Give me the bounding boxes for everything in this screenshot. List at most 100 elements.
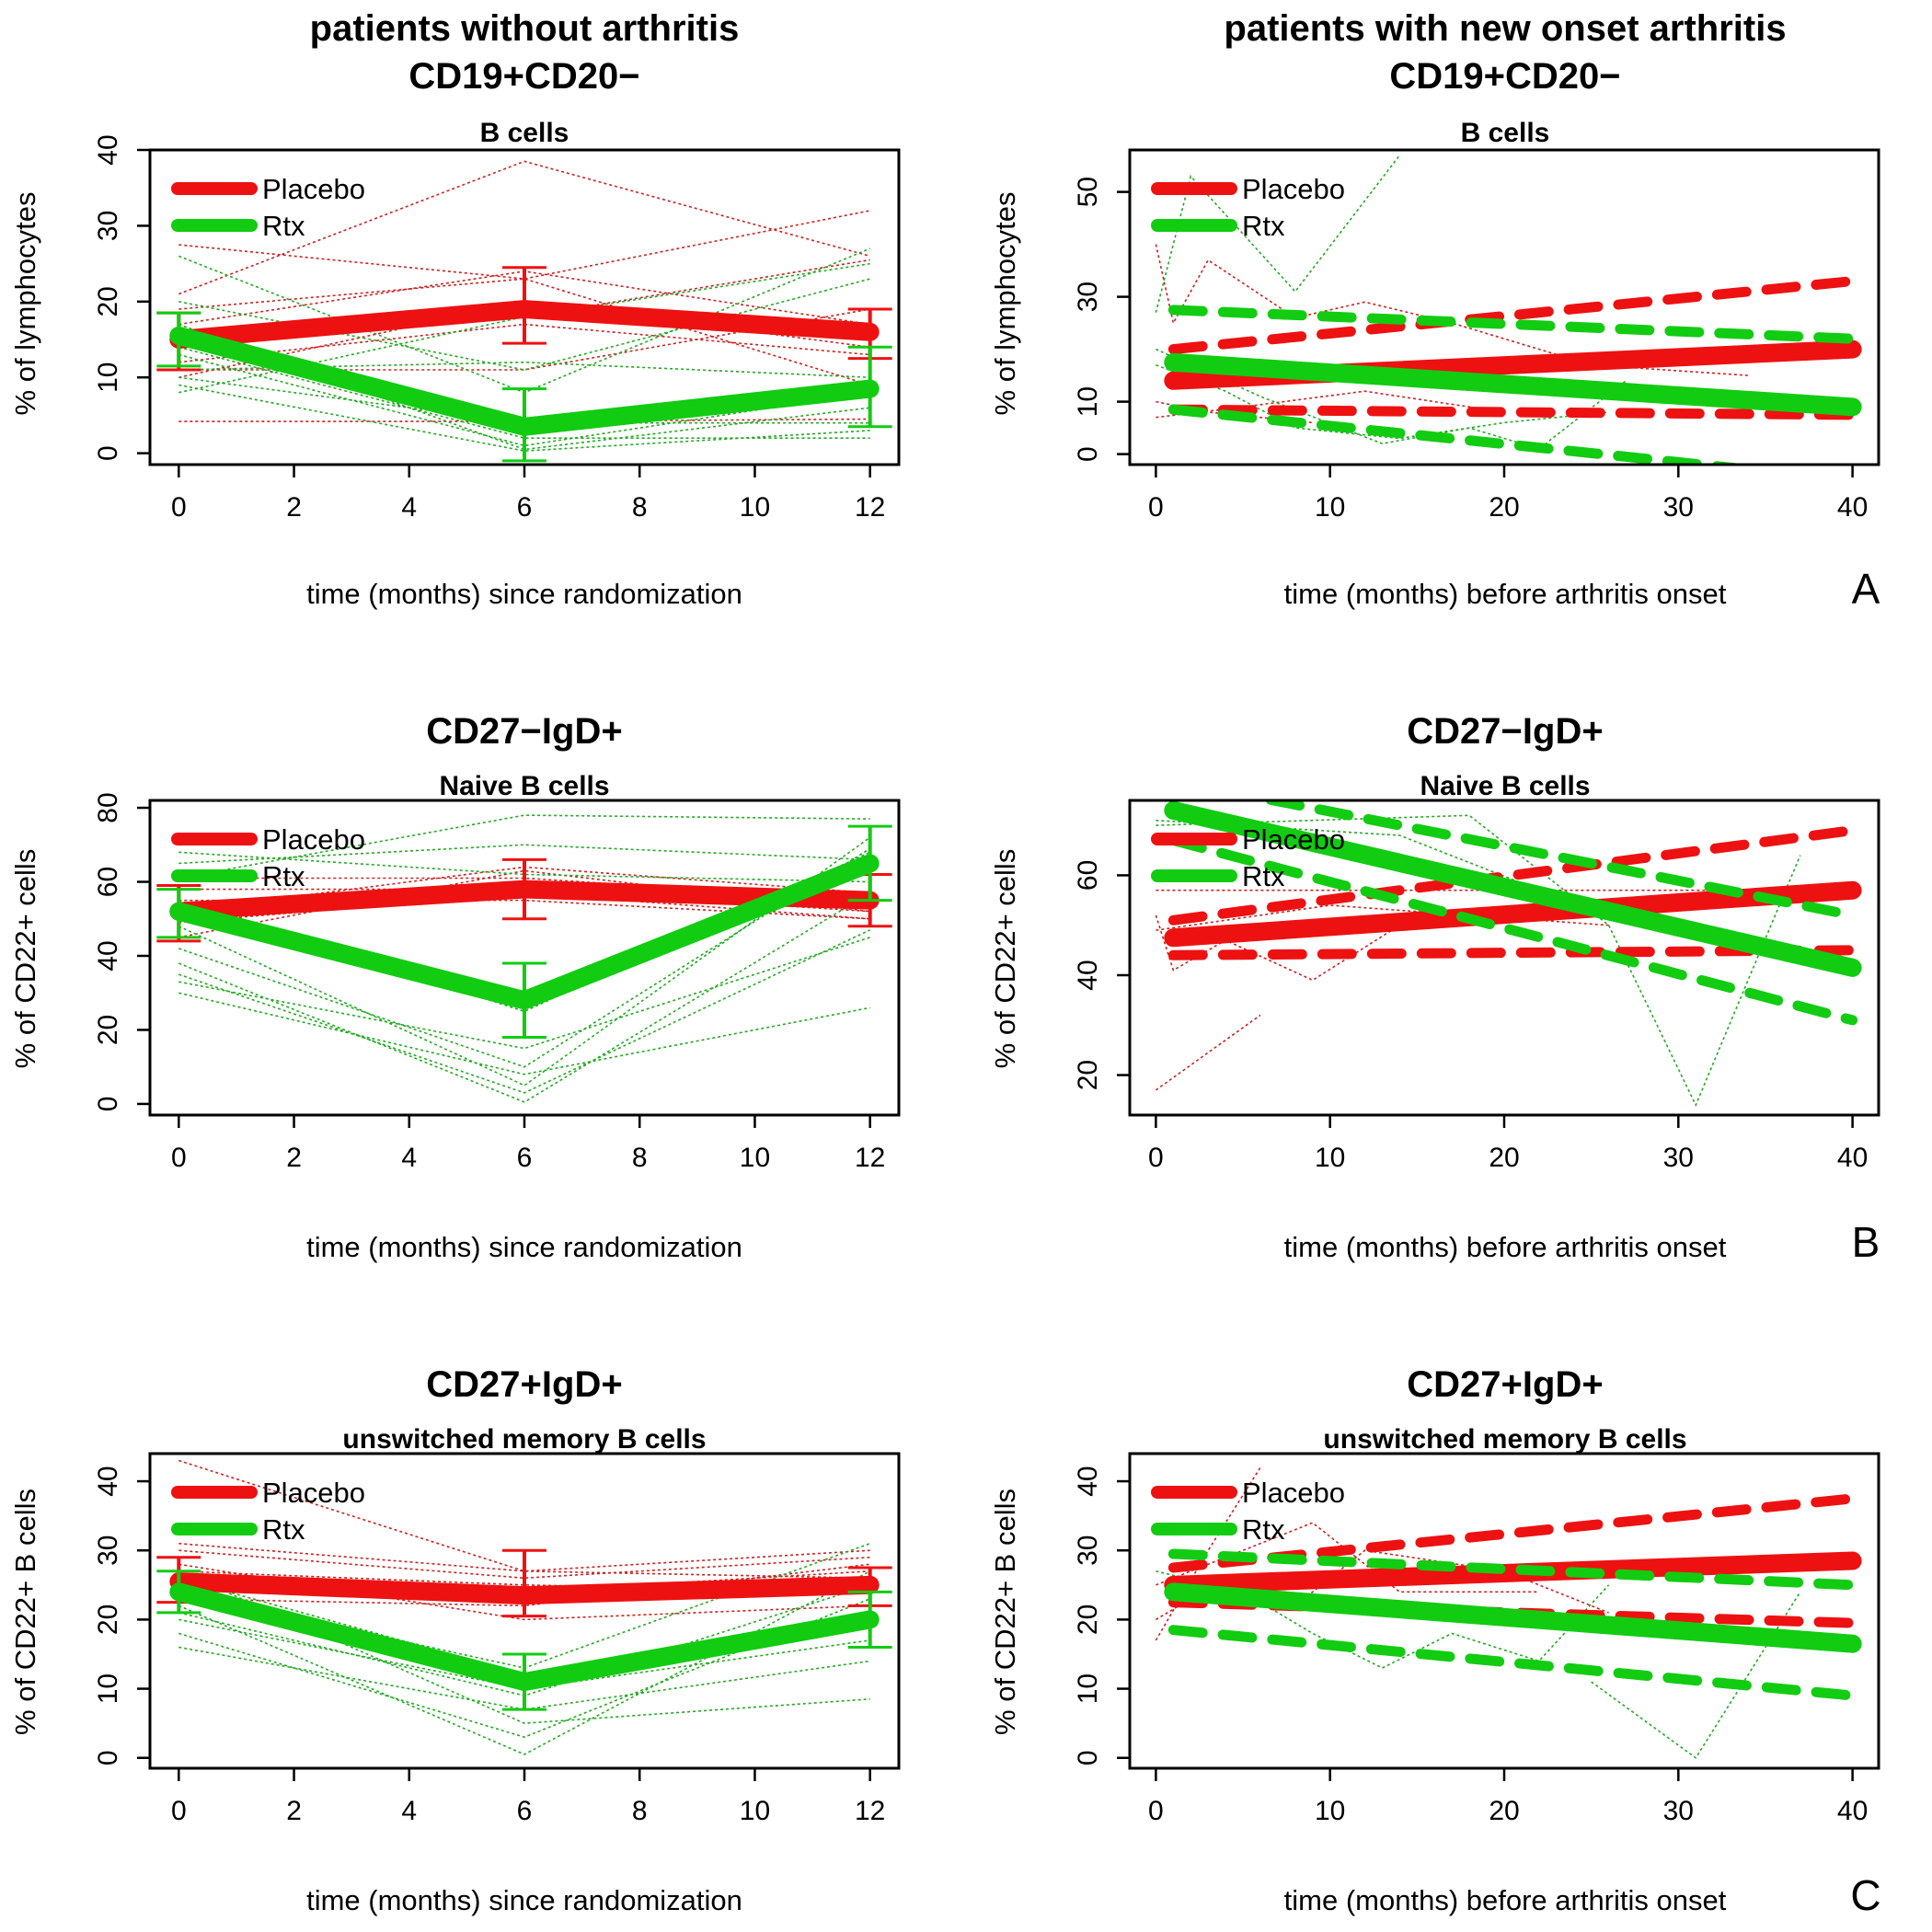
- panel-subtitle: Naive B cells: [1420, 771, 1590, 801]
- individual-trajectory-rtx: [178, 851, 870, 883]
- x-tick-label: 10: [740, 492, 770, 523]
- placebo-ci-lower: [1167, 404, 1858, 420]
- placebo-series-line: [1164, 880, 1862, 948]
- y-tick-label: 0: [93, 1097, 123, 1112]
- y-tick-label: 40: [93, 940, 123, 971]
- x-axis-label: time (months) before arthritis onset: [1284, 1884, 1727, 1916]
- legend-label-placebo: Placebo: [1242, 823, 1345, 856]
- y-tick-label: 30: [1073, 1535, 1103, 1566]
- data-layer: [1155, 800, 1862, 1108]
- x-tick-label: 8: [632, 1796, 648, 1826]
- rtx-series-line: [1164, 352, 1862, 417]
- x-axis-label: time (months) since randomization: [306, 1884, 742, 1916]
- rtx-ci-upper: [1248, 800, 1858, 921]
- individual-trajectory-placebo: [178, 259, 870, 340]
- x-tick-label: 40: [1837, 1796, 1868, 1826]
- x-tick-label: 0: [171, 1143, 187, 1173]
- panel-b-right: CD27−IgD+ Naive B cells time (months) be…: [989, 711, 1880, 1266]
- y-tick-label: 40: [93, 1466, 123, 1496]
- rtx-series-line: [1164, 800, 1862, 977]
- y-tick-label: 20: [93, 1015, 123, 1045]
- x-tick-label: 20: [1489, 492, 1519, 523]
- panel-c-right: CD27+IgD+ unswitched memory B cells time…: [989, 1364, 1881, 1919]
- panel-a-right: patients with new onset arthritis CD19+C…: [989, 8, 1880, 613]
- individual-trajectory-placebo: [178, 160, 870, 295]
- panel-b-left: CD27−IgD+ Naive B cells time (months) si…: [9, 711, 901, 1263]
- y-tick-label: 20: [93, 1604, 123, 1635]
- x-tick-label: 12: [855, 492, 885, 523]
- plot-area: 0 2 4 6 8 10 12 0 10 20 30 40 Placebo Rtx: [93, 134, 901, 523]
- rtx-ci-lower: [1167, 1625, 1858, 1701]
- y-axis-label: % of lymphocytes: [9, 192, 41, 416]
- plot-area: 0 10 20 30 40 0 10 20 30 40 Placebo Rtx: [1073, 1452, 1880, 1826]
- x-tick-label: 40: [1837, 492, 1868, 523]
- x-tick-label: 10: [740, 1796, 770, 1826]
- x-tick-label: 0: [171, 1796, 187, 1826]
- individual-trajectory-rtx: [1155, 155, 1401, 313]
- x-tick-label: 30: [1663, 1143, 1694, 1173]
- placebo-point: [863, 325, 877, 339]
- rtx-point: [172, 1585, 186, 1599]
- legend-label-placebo: Placebo: [1242, 1477, 1345, 1509]
- legend-label-placebo: Placebo: [262, 1477, 365, 1509]
- individual-trajectory-rtx: [178, 992, 870, 1075]
- y-tick-label: 30: [1073, 282, 1103, 312]
- y-tick-label: 10: [93, 1673, 123, 1704]
- y-tick-label: 10: [1073, 1673, 1103, 1704]
- rtx-point: [172, 904, 186, 918]
- x-tick-label: 0: [171, 492, 187, 523]
- x-tick-label: 10: [740, 1143, 770, 1173]
- individual-trajectory-rtx: [178, 814, 870, 880]
- y-tick-label: 10: [1073, 386, 1103, 417]
- panel-letter: A: [1852, 565, 1880, 613]
- legend: Placebo Rtx: [1151, 1477, 1345, 1546]
- x-tick-label: 20: [1489, 1143, 1519, 1173]
- placebo-point: [518, 882, 531, 896]
- x-tick-label: 0: [1148, 1143, 1164, 1173]
- individual-trajectory-rtx: [178, 847, 871, 1068]
- legend-label-rtx: Rtx: [262, 1513, 305, 1546]
- placebo-point: [518, 1589, 531, 1603]
- y-tick-label: 30: [93, 211, 123, 241]
- data-layer: [1155, 155, 1862, 465]
- x-tick-label: 4: [401, 492, 417, 523]
- panel-title-marker: CD19+CD20−: [1389, 56, 1620, 97]
- placebo-series-line: [1164, 1551, 1862, 1594]
- placebo-point: [518, 303, 531, 316]
- panel-subtitle: unswitched memory B cells: [1323, 1424, 1686, 1455]
- x-tick-label: 30: [1663, 492, 1694, 523]
- individual-trajectory-rtx: [178, 346, 870, 439]
- individual-trajectory-placebo: [178, 1570, 870, 1593]
- y-tick-label: 0: [93, 445, 123, 461]
- y-tick-label: 40: [1073, 1466, 1103, 1496]
- rtx-point: [863, 857, 877, 870]
- rtx-ci-lower: [1167, 834, 1858, 1026]
- plot-area: 0 10 20 30 40 20 40 60 Placebo Rtx: [1073, 799, 1880, 1173]
- y-axis-label: % of CD22+ B cells: [989, 1489, 1021, 1735]
- legend: Placebo Rtx: [171, 823, 365, 892]
- data-layer: [156, 160, 892, 463]
- individual-trajectory-rtx: [178, 836, 871, 1087]
- panel-title: CD27+IgD+: [1407, 1364, 1603, 1405]
- individual-trajectory-placebo: [1155, 1466, 1261, 1641]
- individual-trajectory-rtx: [178, 929, 871, 1094]
- y-tick-label: 40: [1073, 960, 1103, 990]
- individual-trajectory-placebo: [178, 210, 870, 280]
- panel-c-left: CD27+IgD+ unswitched memory B cells time…: [9, 1364, 901, 1916]
- individual-trajectory-placebo: [178, 869, 870, 938]
- panel-title: CD27+IgD+: [426, 1364, 622, 1405]
- x-tick-label: 8: [632, 1143, 648, 1173]
- x-tick-label: 10: [1315, 1796, 1345, 1826]
- x-tick-label: 6: [517, 1143, 533, 1173]
- y-tick-label: 20: [93, 286, 123, 316]
- legend: Placebo Rtx: [1151, 173, 1345, 242]
- placebo-ci-lower: [1167, 945, 1858, 960]
- panel-subtitle: B cells: [1461, 118, 1550, 148]
- rtx-ci-lower: [1167, 404, 1751, 465]
- legend: Placebo Rtx: [171, 1477, 365, 1546]
- panel-subtitle: Naive B cells: [439, 771, 609, 801]
- individual-trajectory-placebo: [1155, 1014, 1261, 1091]
- panel-title: CD27−IgD+: [426, 711, 622, 752]
- legend: Placebo Rtx: [1151, 823, 1345, 892]
